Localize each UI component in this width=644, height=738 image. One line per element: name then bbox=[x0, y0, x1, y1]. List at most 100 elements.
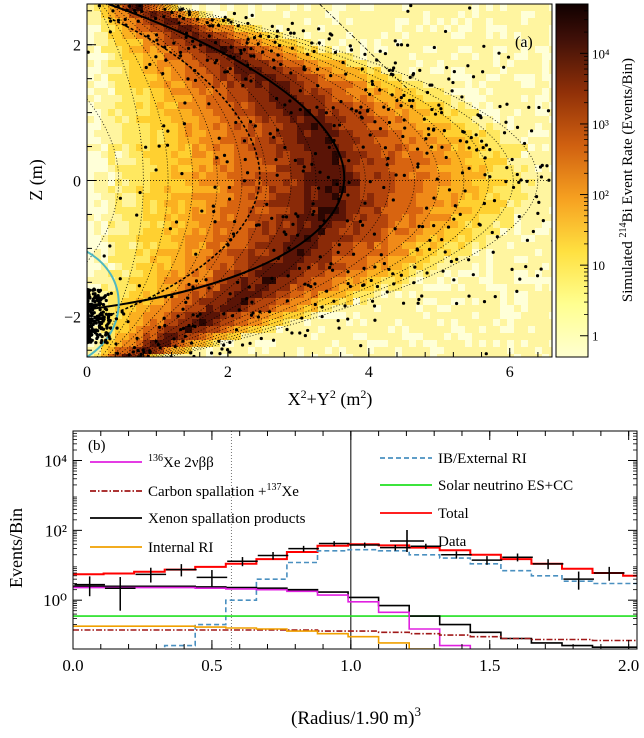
heatmap-cell bbox=[402, 67, 409, 74]
heatmap-cell bbox=[332, 102, 339, 109]
heatmap-cell bbox=[178, 32, 185, 39]
heatmap-cell bbox=[290, 207, 297, 214]
heatmap-cell bbox=[171, 263, 178, 270]
heatmap-cell bbox=[150, 179, 157, 186]
heatmap-cell bbox=[451, 270, 458, 277]
heatmap-cell bbox=[276, 354, 283, 357]
heatmap-cell bbox=[87, 74, 94, 81]
heatmap-cell bbox=[486, 67, 493, 74]
event-dot bbox=[91, 292, 95, 296]
heatmap-cell bbox=[514, 95, 521, 102]
heatmap-cell bbox=[311, 172, 318, 179]
heatmap-cell bbox=[360, 270, 367, 277]
heatmap-cell bbox=[108, 4, 115, 11]
heatmap-cell bbox=[171, 207, 178, 214]
heatmap-cell bbox=[108, 256, 115, 263]
heatmap-cell bbox=[409, 18, 416, 25]
event-dot bbox=[290, 331, 294, 335]
heatmap-cell bbox=[311, 242, 318, 249]
event-dot bbox=[272, 248, 276, 252]
heatmap-cell bbox=[416, 284, 423, 291]
heatmap-cell bbox=[325, 354, 332, 357]
heatmap-cell bbox=[234, 249, 241, 256]
heatmap-cell bbox=[311, 67, 318, 74]
heatmap-cell bbox=[402, 228, 409, 235]
heatmap-cell bbox=[164, 242, 171, 249]
event-dot bbox=[288, 99, 292, 103]
heatmap-cell bbox=[199, 347, 206, 354]
event-dot bbox=[393, 39, 397, 43]
heatmap-cell bbox=[423, 32, 430, 39]
heatmap-cell bbox=[479, 228, 486, 235]
heatmap-cell bbox=[143, 249, 150, 256]
heatmap-cell bbox=[94, 200, 101, 207]
heatmap-cell bbox=[297, 158, 304, 165]
heatmap-cell bbox=[178, 354, 185, 357]
heatmap-cell bbox=[493, 186, 500, 193]
event-dot bbox=[502, 65, 506, 69]
heatmap-cell bbox=[332, 109, 339, 116]
heatmap-cell bbox=[521, 172, 528, 179]
heatmap-cell bbox=[493, 200, 500, 207]
heatmap-cell bbox=[171, 102, 178, 109]
heatmap-cell bbox=[514, 249, 521, 256]
heatmap-cell bbox=[283, 102, 290, 109]
heatmap-cell bbox=[143, 39, 150, 46]
heatmap-cell bbox=[458, 291, 465, 298]
heatmap-cell bbox=[101, 137, 108, 144]
heatmap-cell bbox=[283, 144, 290, 151]
heatmap-cell bbox=[234, 270, 241, 277]
heatmap-cell bbox=[444, 88, 451, 95]
event-dot bbox=[368, 133, 372, 137]
heatmap-cell bbox=[206, 88, 213, 95]
heatmap-cell bbox=[374, 137, 381, 144]
heatmap-cell bbox=[465, 249, 472, 256]
heatmap-cell bbox=[157, 347, 164, 354]
heatmap-cell bbox=[206, 242, 213, 249]
event-dot bbox=[275, 34, 279, 39]
heatmap-cell bbox=[416, 46, 423, 53]
event-dot bbox=[515, 172, 519, 177]
heatmap-cell bbox=[388, 305, 395, 312]
heatmap-cell bbox=[255, 242, 262, 249]
event-dot bbox=[428, 83, 432, 87]
event-dot bbox=[194, 252, 198, 256]
heatmap-cell bbox=[458, 81, 465, 88]
heatmap-cell bbox=[346, 130, 353, 137]
event-dot bbox=[246, 21, 250, 26]
heatmap-cell bbox=[549, 144, 552, 151]
heatmap-cell bbox=[101, 60, 108, 67]
heatmap-cell bbox=[381, 186, 388, 193]
heatmap-cell bbox=[87, 207, 94, 214]
event-dot bbox=[272, 66, 276, 70]
heatmap-cell bbox=[143, 235, 150, 242]
heatmap-cell bbox=[255, 74, 262, 81]
heatmap-cell bbox=[290, 298, 297, 305]
heatmap-cell bbox=[332, 158, 339, 165]
heatmap-cell bbox=[94, 347, 101, 354]
heatmap-cell bbox=[150, 39, 157, 46]
heatmap-cell bbox=[206, 312, 213, 319]
heatmap-cell bbox=[122, 39, 129, 46]
heatmap-cell bbox=[157, 81, 164, 88]
heatmap-cell bbox=[472, 319, 479, 326]
heatmap-cell bbox=[374, 130, 381, 137]
heatmap-cell bbox=[115, 326, 122, 333]
heatmap-cell bbox=[227, 333, 234, 340]
heatmap-cell bbox=[395, 256, 402, 263]
heatmap-cell bbox=[136, 46, 143, 53]
heatmap-cell bbox=[276, 263, 283, 270]
heatmap-cell bbox=[528, 347, 535, 354]
event-dot bbox=[178, 14, 182, 18]
heatmap-cell bbox=[178, 242, 185, 249]
heatmap-cell bbox=[332, 298, 339, 305]
heatmap-cell bbox=[332, 263, 339, 270]
event-dot bbox=[234, 120, 238, 125]
heatmap-cell bbox=[108, 186, 115, 193]
heatmap-cell bbox=[206, 46, 213, 53]
heatmap-cell bbox=[220, 88, 227, 95]
event-dot bbox=[223, 15, 227, 20]
heatmap-cell bbox=[360, 312, 367, 319]
heatmap-cell bbox=[430, 11, 437, 18]
heatmap-cell bbox=[346, 228, 353, 235]
